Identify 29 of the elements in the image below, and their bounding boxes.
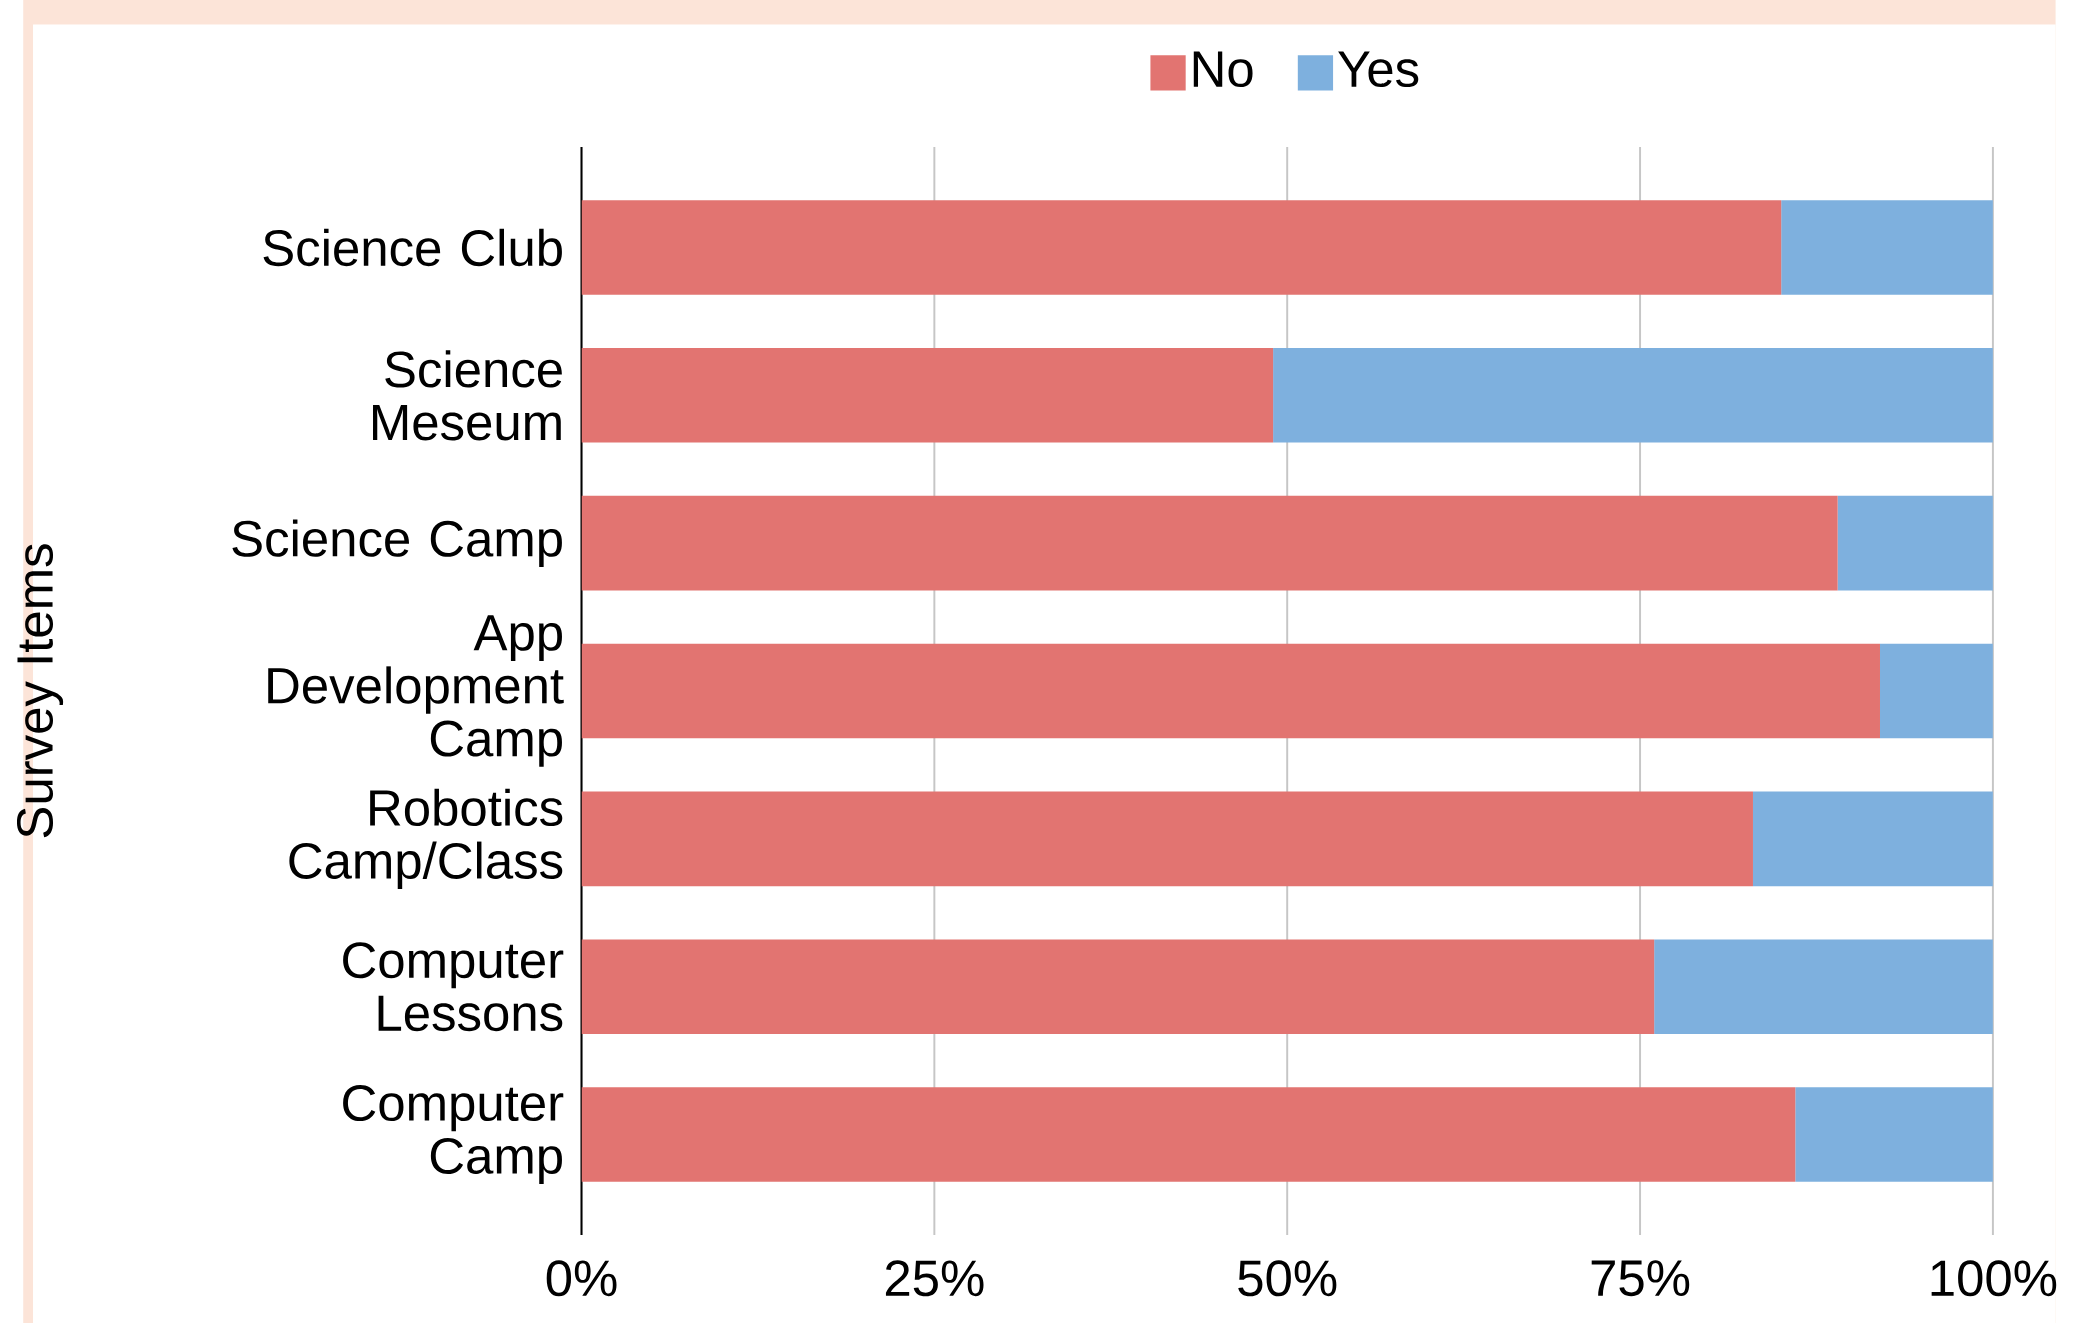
x-tick-label: 75% [1591,1260,1690,1297]
y-tick-label: Science Club [263,228,562,267]
bar [581,200,1782,295]
bar [581,791,1753,887]
bar [581,1087,1796,1182]
bar [1273,347,1993,443]
y-tick-label: Computer Camp [343,1084,564,1184]
bar [581,347,1274,443]
y-tick-label: Computer Lessons [343,942,564,1032]
bar [581,495,1838,591]
x-tick-label: 0% [546,1260,617,1297]
bar [581,643,1880,739]
x-tick-label: 50% [1238,1260,1337,1297]
bar [1752,791,1993,887]
x-tick-label: 25% [885,1260,984,1297]
y-tick-label: Science Camp [232,519,562,567]
bar [581,939,1655,1034]
x-tick-label: 100% [1931,1260,2057,1297]
y-tick-label: App Development Camp [268,615,564,767]
legend-label: Yes [1338,51,1419,88]
bar [1654,939,1993,1034]
bar [1837,495,1993,591]
y-tick-label: Robotics Camp/Class [289,788,563,889]
y-axis-title: Survey Items [16,544,64,838]
bar [1781,200,1993,295]
y-tick-label: Science Meseum [373,350,562,441]
bar [1879,643,1993,739]
legend-label: No [1193,51,1253,88]
bar [1795,1087,1993,1182]
